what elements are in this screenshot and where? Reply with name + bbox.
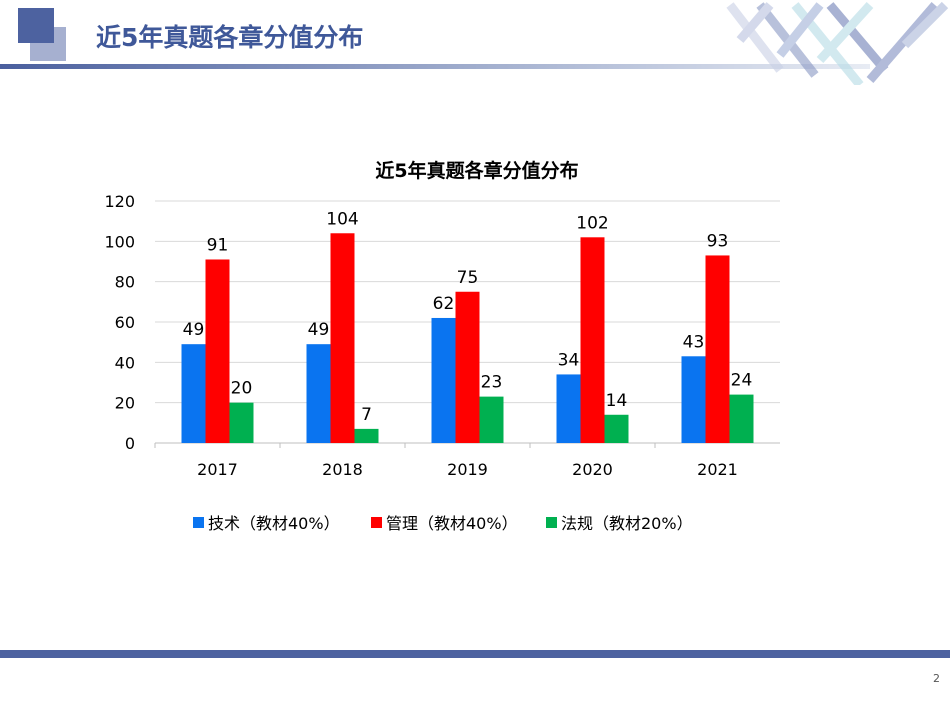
- bar: [330, 233, 355, 443]
- legend-label: 技术（教材40%）: [208, 514, 340, 533]
- bar: [205, 259, 230, 443]
- bar: [306, 344, 331, 443]
- data-label: 24: [731, 371, 753, 391]
- data-label: 102: [576, 213, 608, 233]
- bar: [705, 255, 730, 443]
- footer-bar: [0, 650, 950, 658]
- x-tick-label: 2018: [322, 460, 363, 479]
- x-tick-label: 2021: [697, 460, 738, 479]
- y-tick-label: 120: [104, 192, 135, 211]
- page-number: 2: [933, 672, 940, 685]
- bar: [580, 237, 605, 443]
- bar: [729, 394, 754, 443]
- y-tick-label: 100: [104, 232, 135, 251]
- legend-swatch: [546, 517, 557, 528]
- data-label: 34: [558, 350, 580, 370]
- page-title: 近5年真题各章分值分布: [96, 23, 364, 52]
- data-label: 62: [433, 294, 455, 314]
- y-tick-label: 60: [115, 313, 135, 332]
- x-tick-label: 2017: [197, 460, 238, 479]
- data-label: 49: [308, 320, 330, 340]
- bar-chart: 近5年真题各章分值分布 0204060801001202017499120201…: [104, 159, 780, 533]
- legend-swatch: [371, 517, 382, 528]
- bar: [354, 428, 379, 443]
- x-tick-label: 2020: [572, 460, 613, 479]
- bar: [681, 356, 706, 443]
- data-label: 49: [183, 320, 205, 340]
- data-label: 93: [707, 231, 729, 251]
- data-label: 20: [231, 379, 253, 399]
- header-stripes-decoration: [726, 1, 949, 85]
- bar: [229, 402, 254, 443]
- legend-swatch: [193, 517, 204, 528]
- header-divider: [0, 64, 870, 69]
- data-label: 14: [606, 391, 628, 411]
- data-label: 23: [481, 373, 503, 393]
- chart-title: 近5年真题各章分值分布: [375, 159, 578, 182]
- bar: [455, 291, 480, 443]
- y-tick-label: 40: [115, 353, 135, 372]
- title-decoration-square-dark: [18, 8, 54, 43]
- bar: [181, 344, 206, 443]
- legend-label: 法规（教材20%）: [561, 514, 693, 533]
- data-label: 91: [207, 235, 229, 255]
- bar: [431, 317, 456, 443]
- bar: [479, 396, 504, 443]
- y-tick-label: 20: [115, 394, 135, 413]
- legend-label: 管理（教材40%）: [386, 514, 518, 533]
- data-label: 7: [361, 405, 372, 425]
- data-label: 43: [683, 332, 705, 352]
- bar: [556, 374, 581, 443]
- y-tick-label: 0: [125, 434, 135, 453]
- data-label: 75: [457, 268, 479, 288]
- y-tick-label: 80: [115, 273, 135, 292]
- bar: [604, 414, 629, 443]
- x-tick-label: 2019: [447, 460, 488, 479]
- data-label: 104: [326, 209, 358, 229]
